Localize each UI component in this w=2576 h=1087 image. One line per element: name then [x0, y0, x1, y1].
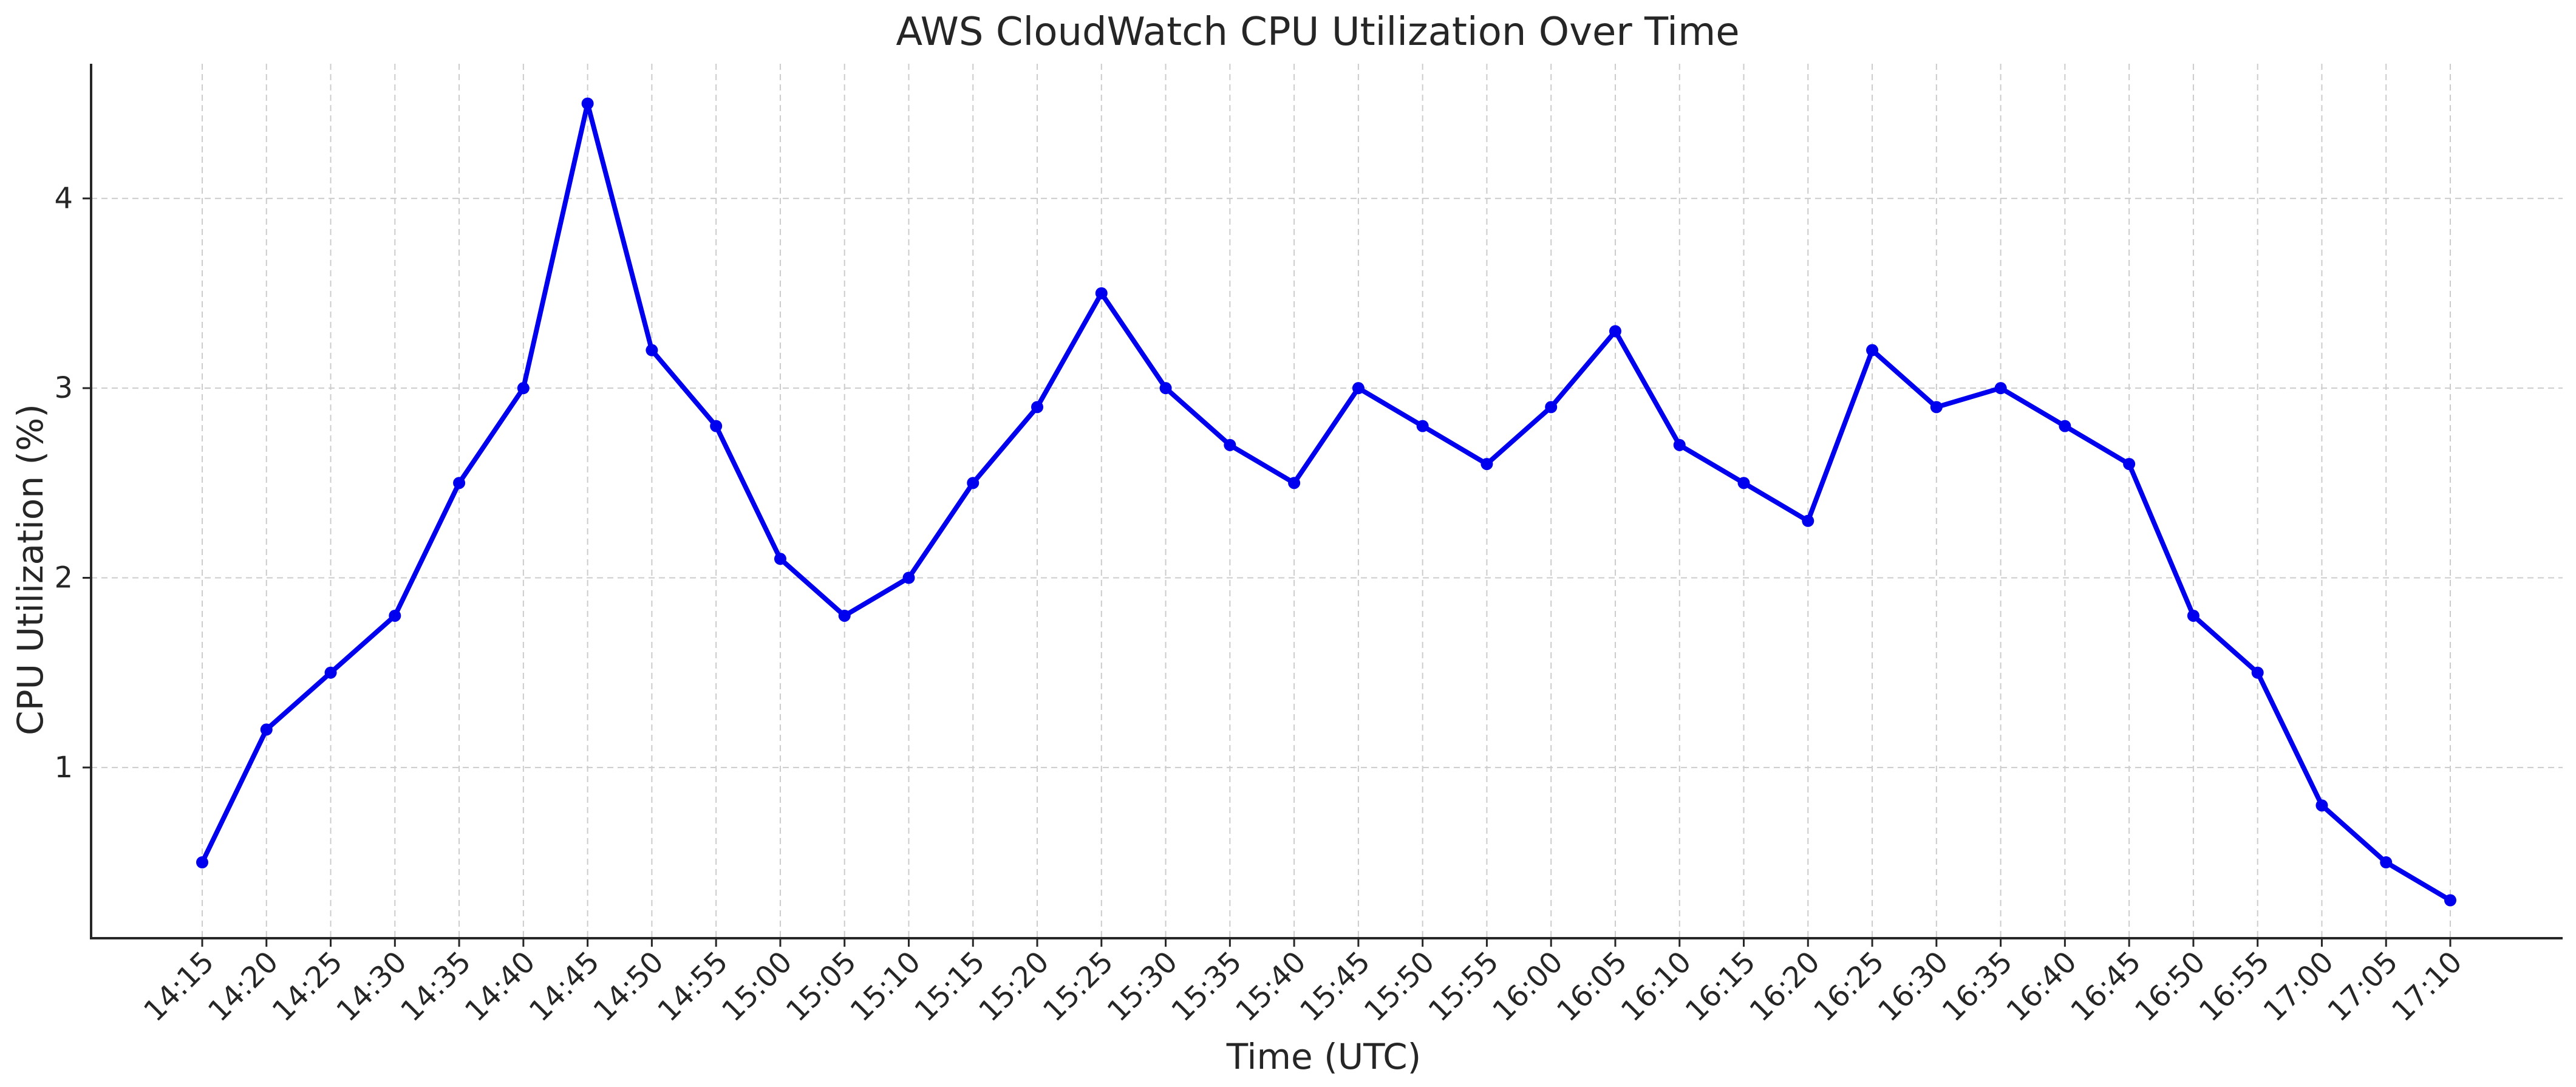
data-point: [1031, 401, 1044, 414]
data-point: [517, 382, 530, 395]
x-tick-label: 16:40: [2000, 945, 2083, 1028]
data-point: [2315, 799, 2328, 812]
data-point: [1930, 401, 1943, 414]
x-tick-label: 16:35: [1936, 945, 2019, 1028]
data-point: [581, 97, 594, 110]
data-point: [1866, 344, 1879, 356]
data-point: [324, 666, 337, 679]
x-tick-label: 17:10: [2385, 945, 2469, 1028]
data-point: [260, 723, 273, 736]
data-point: [1352, 382, 1365, 395]
x-tick-label: 15:40: [1229, 945, 1312, 1028]
data-point: [774, 553, 786, 565]
x-tick-label: 14:20: [202, 945, 285, 1028]
x-tick-label: 14:30: [330, 945, 413, 1028]
x-tick-label: 16:55: [2193, 945, 2276, 1028]
x-tick-label: 16:05: [1550, 945, 1634, 1028]
data-point: [1802, 514, 1814, 527]
chart-title: AWS CloudWatch CPU Utilization Over Time: [896, 10, 1739, 55]
data-point: [2059, 420, 2071, 432]
data-point: [1288, 477, 1301, 489]
y-axis-label: CPU Utilization (%): [10, 404, 51, 735]
x-tick-label: 15:00: [715, 945, 799, 1028]
data-point: [196, 856, 208, 869]
data-point: [646, 344, 658, 356]
x-tick-label: 15:35: [1165, 945, 1248, 1028]
data-point: [1673, 438, 1686, 451]
x-tick-label: 14:25: [266, 945, 349, 1028]
x-tick-label: 15:50: [1358, 945, 1441, 1028]
data-point: [1159, 382, 1172, 395]
x-tick-label: 15:20: [972, 945, 1055, 1028]
data-point: [1481, 458, 1493, 471]
x-tick-label: 14:50: [587, 945, 670, 1028]
x-tick-label: 14:40: [458, 945, 542, 1028]
y-tick-label: 1: [54, 751, 73, 785]
data-point: [1545, 401, 1558, 414]
data-point: [1416, 420, 1429, 432]
data-point: [1224, 438, 1236, 451]
y-tick-label: 3: [54, 371, 73, 405]
data-point: [838, 609, 851, 622]
x-tick-label: 15:10: [844, 945, 927, 1028]
x-tick-label: 15:45: [1293, 945, 1377, 1028]
x-tick-label: 16:15: [1679, 945, 1762, 1028]
x-tick-label: 14:35: [394, 945, 477, 1028]
data-point: [2251, 666, 2264, 679]
data-series: [196, 97, 2456, 907]
data-point: [710, 420, 723, 432]
x-tick-label: 15:55: [1422, 945, 1505, 1028]
x-tick-label: 16:00: [1486, 945, 1569, 1028]
x-tick-label: 17:05: [2321, 945, 2404, 1028]
x-tick-label: 16:25: [1807, 945, 1890, 1028]
x-tick-label: 16:10: [1615, 945, 1698, 1028]
y-tick-label: 4: [54, 182, 73, 216]
gridlines: [91, 64, 2563, 938]
x-tick-label: 14:15: [137, 945, 220, 1028]
data-point: [1095, 287, 1108, 299]
x-tick-label: 16:20: [1743, 945, 1826, 1028]
x-tick-label: 15:30: [1101, 945, 1184, 1028]
x-tick-label: 16:50: [2128, 945, 2212, 1028]
x-tick-label: 15:05: [780, 945, 863, 1028]
data-point: [1737, 477, 1750, 489]
x-tick-label: 16:30: [1872, 945, 1955, 1028]
data-point: [453, 477, 466, 489]
data-point: [2380, 856, 2393, 869]
data-point: [389, 609, 401, 622]
data-point: [1609, 325, 1621, 338]
x-tick-label: 14:55: [651, 945, 734, 1028]
data-point: [1994, 382, 2007, 395]
data-point: [2187, 609, 2199, 622]
data-point: [2444, 894, 2456, 907]
series-line: [200, 101, 2453, 903]
x-tick-label: 15:25: [1037, 945, 1120, 1028]
x-tick-label: 15:15: [908, 945, 991, 1028]
x-tick-label: 17:00: [2257, 945, 2340, 1028]
x-tick-label: 16:45: [2064, 945, 2147, 1028]
x-tick-label: 14:45: [523, 945, 606, 1028]
data-point: [2123, 458, 2136, 471]
x-axis-label: Time (UTC): [1226, 1036, 1422, 1077]
y-tick-label: 2: [54, 561, 73, 595]
data-point: [902, 571, 915, 584]
data-point: [967, 477, 980, 489]
